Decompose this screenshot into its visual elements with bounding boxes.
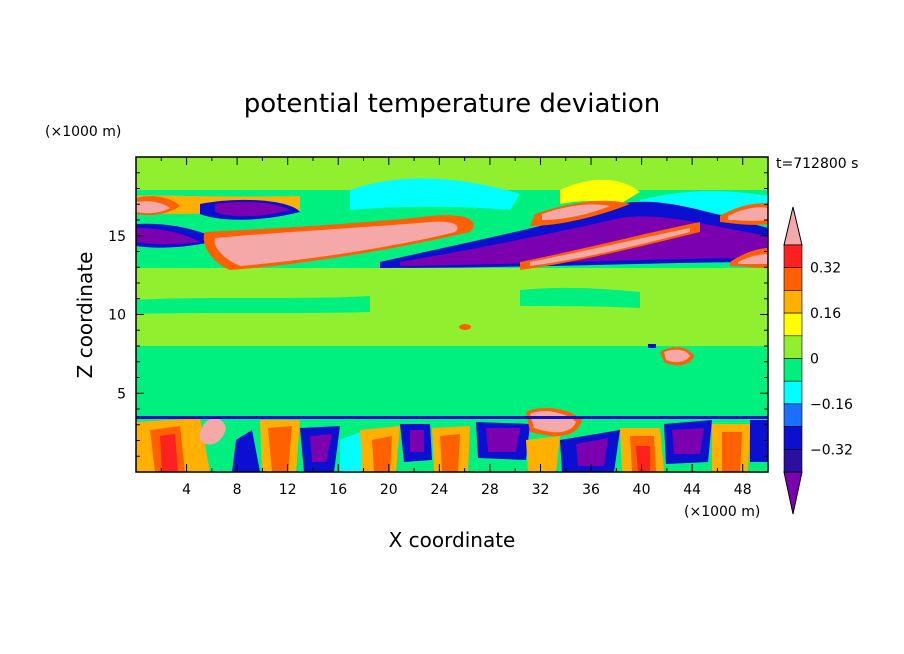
field-cell: [440, 434, 460, 472]
x-tick-label: 28: [481, 482, 499, 498]
x-axis-unit: (×1000 m): [684, 504, 760, 520]
field-cell: [672, 428, 704, 454]
field-cell: [340, 432, 364, 472]
x-tick-label: 48: [734, 482, 752, 498]
field-positive-band: [728, 207, 768, 221]
colorbar-swatch: [783, 335, 803, 359]
colorbar-swatch: [783, 244, 803, 269]
field-cell: [526, 436, 560, 472]
field-positive-band: [214, 221, 458, 266]
field-blob: [520, 287, 640, 308]
field-blob: [664, 349, 690, 363]
colorbar-label: 0: [810, 352, 819, 368]
colorbar-swatch: [783, 426, 803, 450]
field-positive-band: [530, 228, 690, 266]
x-tick-label: 12: [279, 482, 297, 498]
field-negative-band: [215, 202, 290, 217]
y-axis-unit: (×1000 m): [45, 124, 121, 140]
colorbar-label: 0.16: [810, 306, 841, 322]
field-blob: [459, 324, 471, 330]
field-blob: [648, 344, 656, 348]
field-cell: [268, 426, 292, 472]
field-cell: [486, 428, 520, 452]
colorbar-swatch: [783, 448, 803, 473]
colorbar-swatch: [783, 267, 803, 291]
field-cell: [372, 436, 392, 472]
field-cell: [160, 434, 178, 472]
colorbar-swatch: [783, 403, 803, 427]
time-label: t=712800 s: [776, 156, 858, 172]
x-axis-label: X coordinate: [389, 528, 516, 552]
y-axis: 5 10 15: [108, 172, 768, 457]
x-tick-label: 40: [633, 482, 651, 498]
field-cell: [136, 416, 768, 419]
y-tick-label: 5: [117, 386, 126, 402]
field-cell: [232, 430, 260, 472]
x-tick-label: 20: [380, 482, 398, 498]
x-tick-label: 24: [430, 482, 448, 498]
colorbar-label: −0.16: [810, 397, 853, 413]
x-tick-label: 44: [683, 482, 701, 498]
x-tick-label: 36: [582, 482, 600, 498]
x-axis: 4 8 12 16 20 24 28 32 36 40 44 48: [160, 157, 752, 498]
y-axis-label: Z coordinate: [73, 252, 97, 379]
chart-title: potential temperature deviation: [244, 89, 660, 119]
x-tick-label: 4: [182, 482, 191, 498]
field-cell: [310, 434, 332, 462]
colorbar-swatch: [783, 380, 803, 405]
field-positive-band: [542, 204, 610, 220]
x-tick-label: 32: [532, 482, 550, 498]
convective-layer: [136, 407, 768, 472]
colorbar: 0.32 0.16 0 −0.16 −0.32: [783, 206, 853, 515]
field-cell: [200, 417, 226, 445]
y-tick-label: 10: [108, 308, 126, 324]
colorbar-swatch: [783, 312, 803, 337]
x-tick-label: 8: [233, 482, 242, 498]
field-yellow-patch: [560, 179, 640, 204]
x-tick-label: 16: [329, 482, 347, 498]
field-blob: [136, 296, 370, 314]
colorbar-extend-bottom: [783, 471, 803, 515]
colorbar-extend-top: [783, 206, 803, 246]
colorbar-swatch: [783, 290, 803, 314]
field-cyan-patch: [350, 178, 520, 210]
colorbar-label: 0.32: [810, 261, 841, 277]
field-cell: [636, 446, 650, 472]
field-cell: [750, 420, 768, 462]
field-cell: [576, 438, 608, 466]
field-cell: [410, 430, 424, 452]
field-negative-band: [136, 228, 200, 245]
colorbar-label: −0.32: [810, 442, 853, 458]
heatmap-field: [135, 156, 769, 473]
field-positive-band: [136, 201, 170, 214]
field-positive-band: [738, 254, 768, 264]
y-tick-label: 15: [108, 229, 126, 245]
colorbar-swatch: [783, 358, 803, 382]
field-cell: [722, 432, 742, 472]
